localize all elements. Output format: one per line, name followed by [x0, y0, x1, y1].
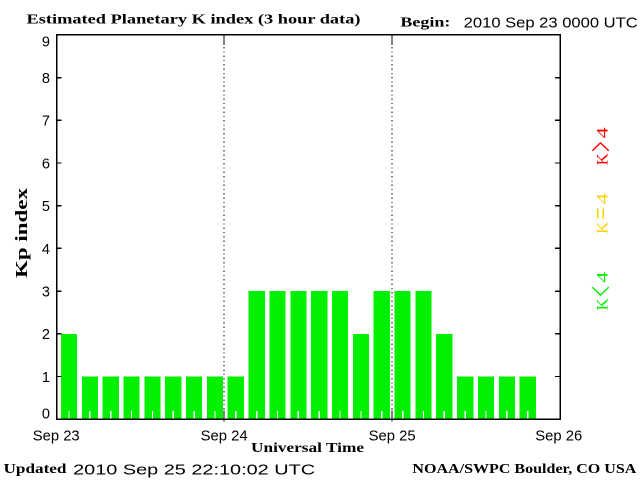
- svg-text:Estimated Planetary K index (3: Estimated Planetary K index (3 hour data…: [27, 12, 361, 27]
- svg-text:4: 4: [595, 127, 612, 138]
- svg-text:1: 1: [42, 370, 50, 386]
- svg-text:Begin:: Begin:: [400, 16, 450, 31]
- svg-text:Sep 26: Sep 26: [535, 427, 582, 444]
- svg-text:K: K: [595, 221, 612, 233]
- svg-text:Updated: Updated: [4, 462, 67, 477]
- svg-text:4: 4: [595, 193, 612, 204]
- svg-text:8: 8: [42, 71, 50, 87]
- svg-text:6: 6: [42, 156, 50, 172]
- svg-text:Kp index: Kp index: [12, 187, 31, 278]
- svg-text:Universal Time: Universal Time: [251, 441, 364, 456]
- svg-text:Sep 25: Sep 25: [369, 427, 416, 444]
- svg-text:4: 4: [595, 272, 612, 283]
- svg-text:K: K: [595, 298, 612, 310]
- svg-text:3: 3: [42, 285, 50, 301]
- svg-text:4: 4: [42, 242, 50, 258]
- svg-text:7: 7: [42, 114, 50, 130]
- svg-text:9: 9: [42, 34, 50, 50]
- svg-text:2: 2: [42, 327, 50, 343]
- svg-text:5: 5: [42, 199, 50, 215]
- svg-text:Sep 23: Sep 23: [33, 427, 80, 444]
- svg-text:0: 0: [42, 406, 50, 422]
- svg-text:NOAA/SWPC Boulder, CO USA: NOAA/SWPC Boulder, CO USA: [412, 462, 637, 477]
- svg-text:2010 Sep 25 22:10:02 UTC: 2010 Sep 25 22:10:02 UTC: [73, 461, 315, 478]
- svg-text:K: K: [595, 153, 612, 165]
- svg-text:Sep 24: Sep 24: [201, 427, 248, 444]
- svg-text:2010 Sep 23 0000 UTC: 2010 Sep 23 0000 UTC: [464, 14, 638, 31]
